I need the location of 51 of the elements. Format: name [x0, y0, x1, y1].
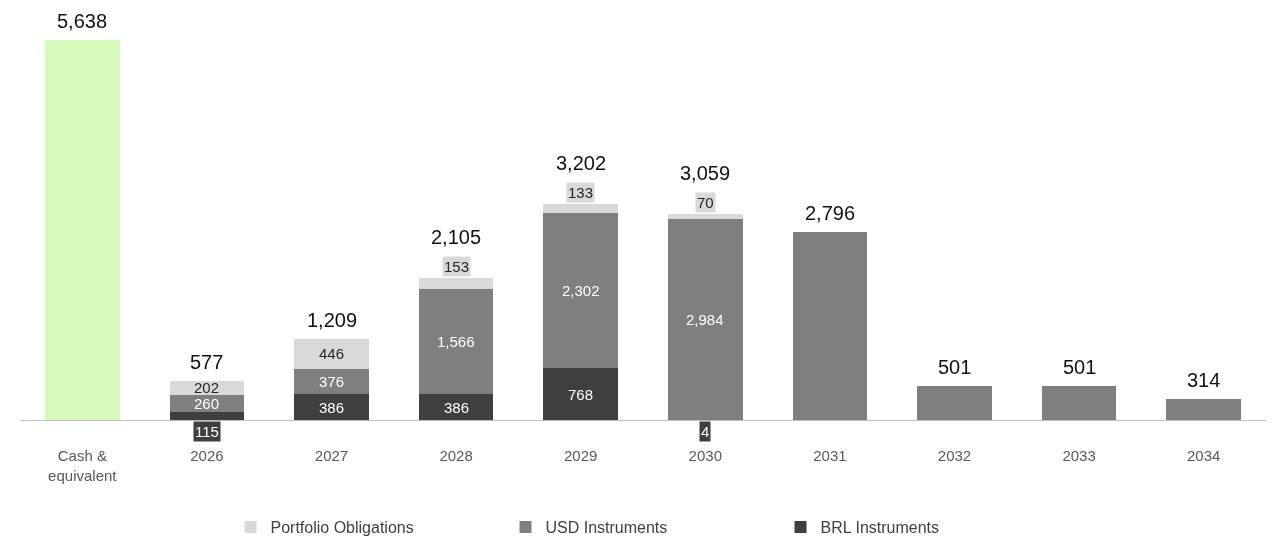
total-label: 2,796 [805, 202, 856, 224]
x-tick-label: 2031 [813, 447, 847, 464]
x-tick-label: 2033 [1062, 447, 1096, 464]
bar [667, 218, 743, 420]
data-label: 386 [444, 399, 470, 416]
x-tick-label: 2027 [314, 447, 349, 464]
bar [792, 231, 868, 420]
data-label: 202 [194, 379, 220, 396]
x-tick-label: 2029 [564, 447, 598, 464]
bar [418, 288, 494, 395]
x-tick-label: Cash & equivalent [48, 447, 118, 484]
bar [44, 40, 120, 420]
total-label: 3,059 [680, 162, 731, 184]
total-label: 501 [938, 356, 972, 378]
data-label: 70 [697, 194, 714, 211]
data-label: 4 [701, 423, 710, 440]
x-tick-label: 2032 [937, 447, 972, 464]
x-tick-label: 2026 [190, 447, 224, 464]
x-tick-label: 2030 [688, 447, 722, 464]
data-label: 133 [568, 184, 594, 201]
bar [418, 394, 494, 420]
bar [294, 338, 369, 369]
legend-label: Portfolio Obligations [270, 519, 414, 537]
data-label: 153 [444, 258, 470, 275]
legend-label: BRL Instruments [820, 519, 940, 537]
total-label: 5,638 [57, 10, 108, 32]
bar [917, 386, 992, 420]
total-label: 3,202 [556, 152, 607, 174]
data-label: 2,302 [562, 282, 600, 299]
data-label: 768 [568, 386, 594, 403]
total-label: 2,105 [431, 226, 482, 248]
bar [543, 213, 619, 369]
total-label: 314 [1187, 369, 1221, 391]
data-label: 2,984 [686, 311, 724, 328]
data-label: 376 [319, 373, 345, 390]
total-label: 501 [1063, 356, 1097, 378]
bar [1166, 398, 1242, 420]
data-label: 386 [319, 399, 345, 416]
bar [294, 368, 369, 395]
legend-label: USD Instruments [545, 519, 668, 537]
total-label: 577 [190, 351, 224, 373]
bar [1041, 386, 1117, 420]
x-tick-label: 2034 [1187, 447, 1221, 464]
total-label: 1,209 [307, 309, 358, 331]
data-label: 1,566 [437, 333, 475, 350]
bar [294, 394, 369, 420]
data-label: 260 [194, 395, 220, 412]
data-label: 115 [195, 423, 219, 440]
bar [543, 368, 619, 420]
x-tick-label: 2028 [439, 447, 473, 464]
data-label: 446 [319, 345, 345, 362]
